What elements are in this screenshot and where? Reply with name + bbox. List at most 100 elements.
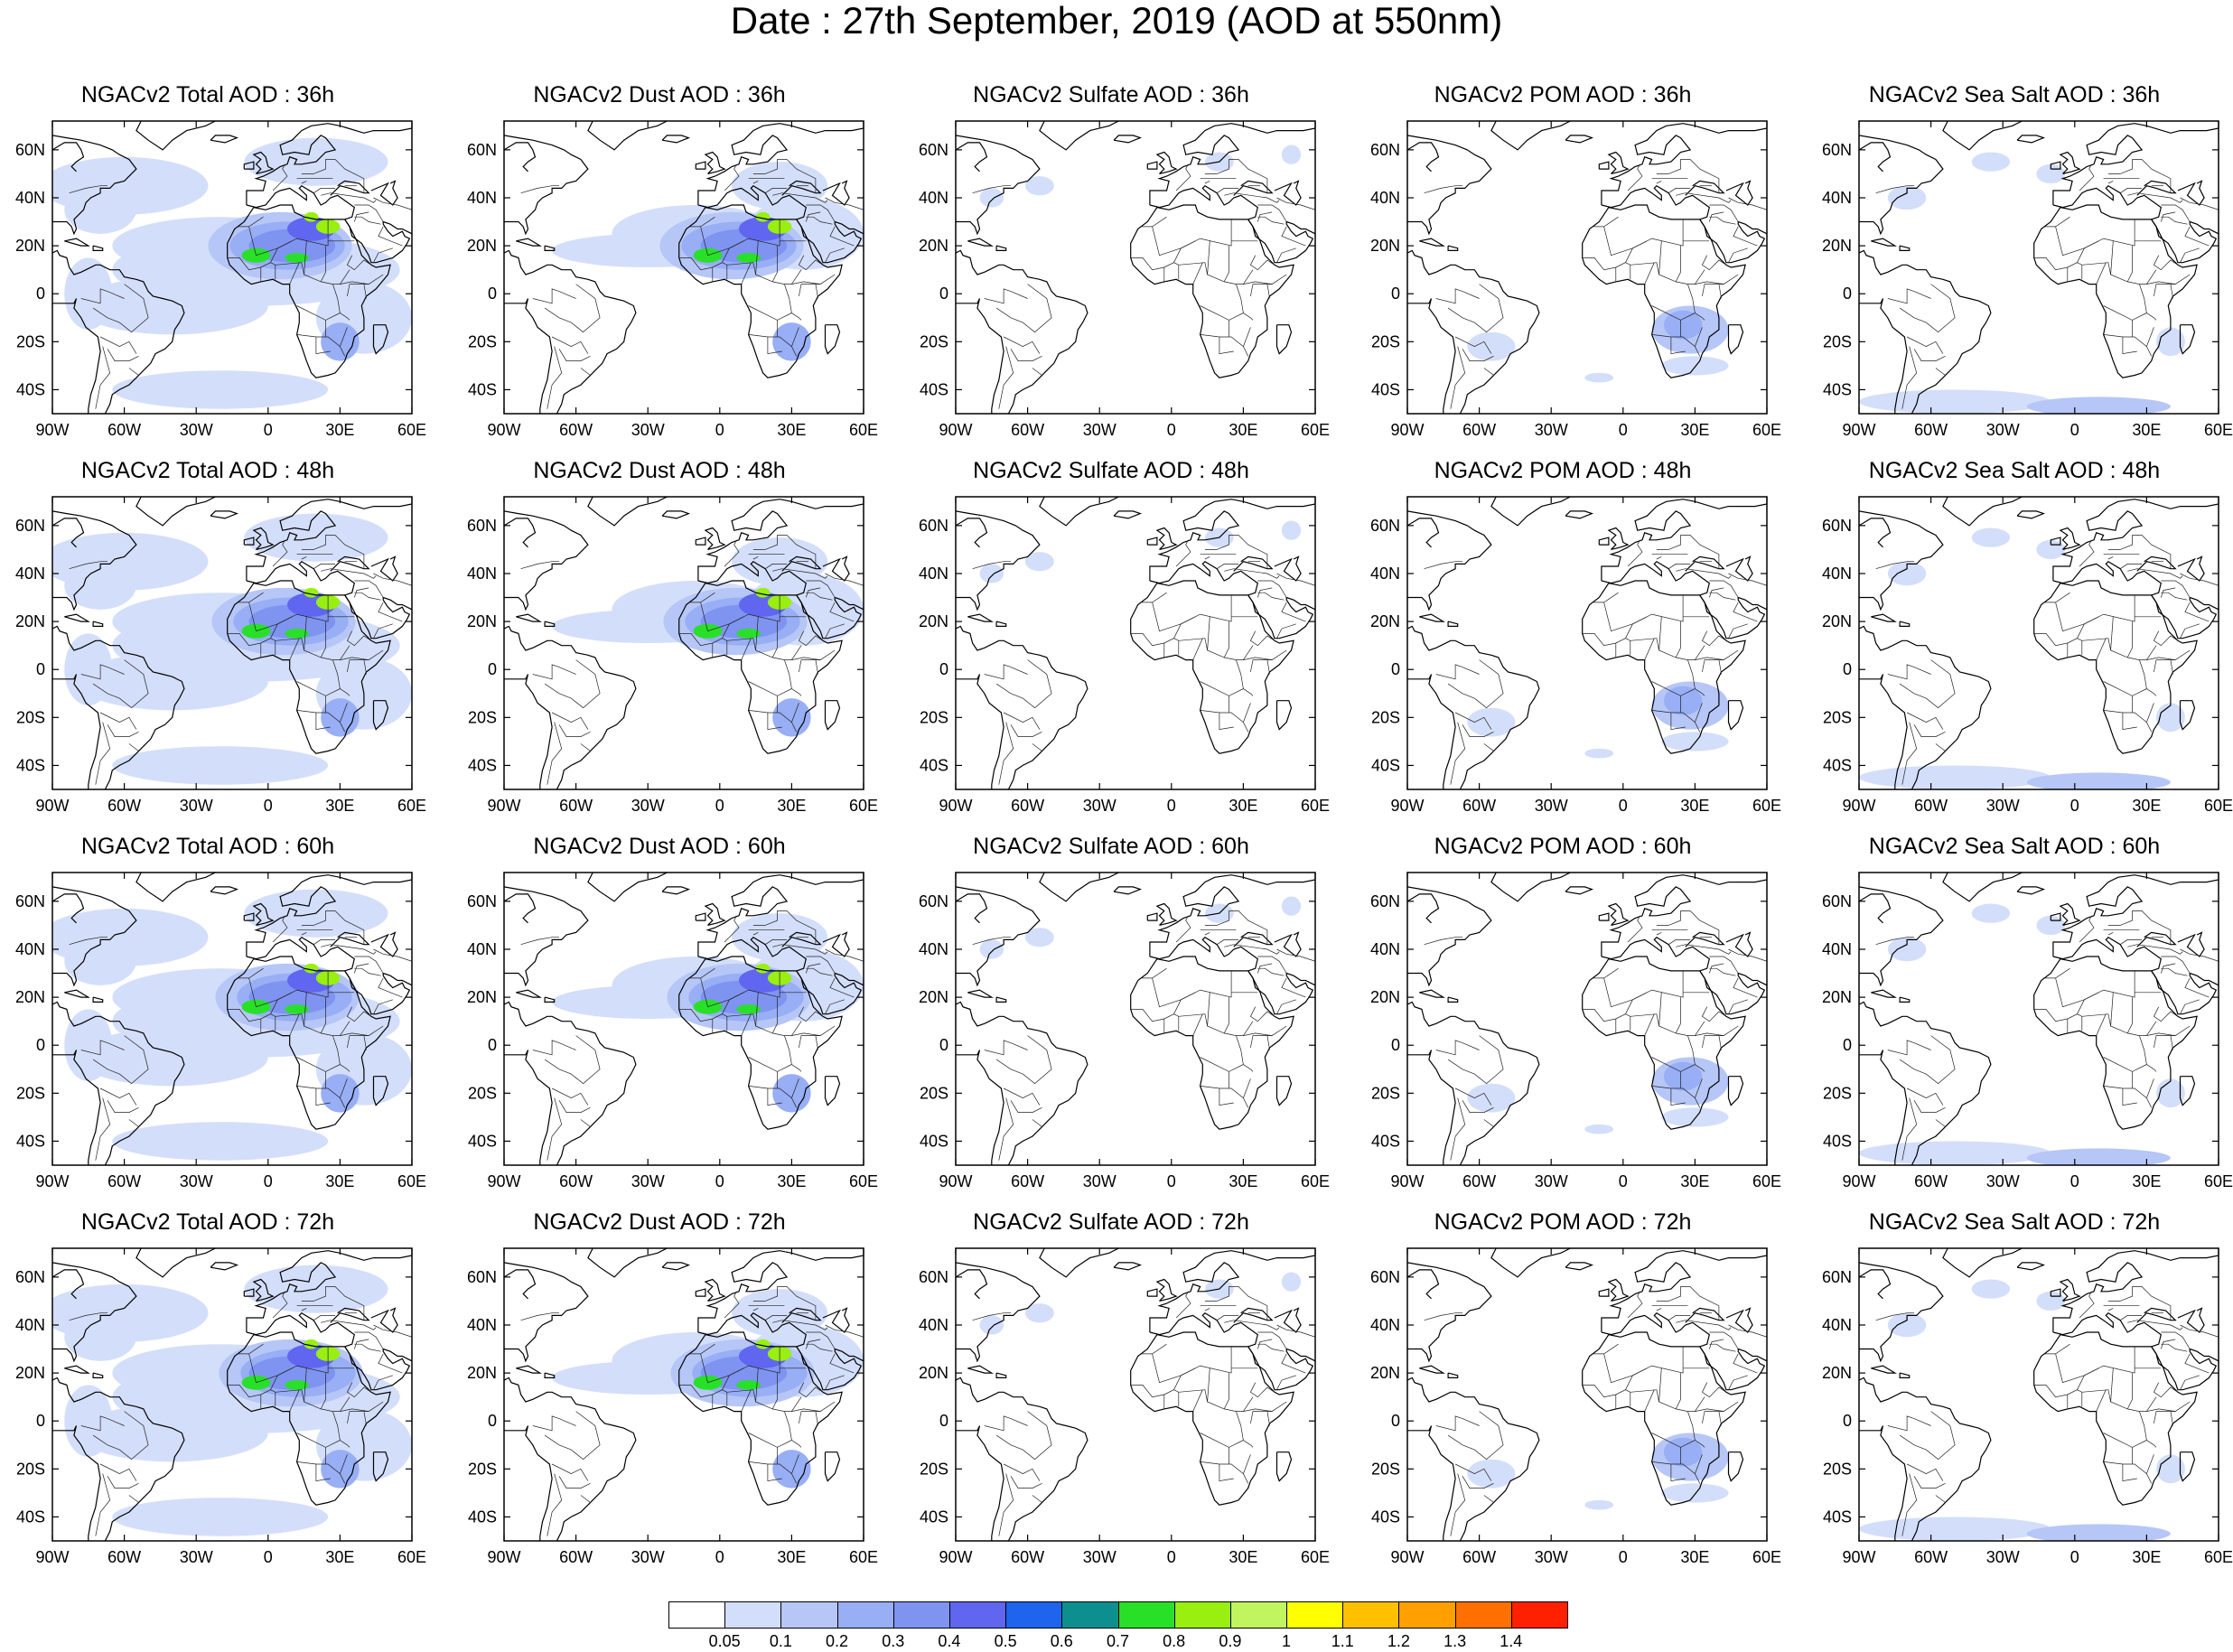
country-border	[1658, 616, 1662, 651]
coastline	[1859, 298, 1908, 414]
country-border	[1200, 334, 1249, 357]
lon-tick-label: 30E	[1680, 1548, 1709, 1566]
country-border	[791, 1078, 799, 1098]
country-border	[1454, 1463, 1492, 1481]
country-border	[1718, 1411, 1722, 1426]
aod-plume	[64, 185, 136, 234]
country-border	[765, 939, 788, 945]
lon-tick-label: 30W	[1083, 797, 1116, 815]
colorbar-label: 0.7	[1106, 1632, 1130, 1650]
country-border	[1483, 743, 1494, 751]
map-panel-seasalt-row-4: NGACv2 Sea Salt AOD : 72h 90W 60W 30W 0 30E 60…	[1807, 1209, 2233, 1584]
country-border	[1733, 1353, 1758, 1374]
lon-tick-label: 60E	[1301, 1548, 1330, 1566]
coastline	[822, 555, 850, 582]
lat-tick-label: 60N	[467, 1268, 497, 1286]
country-border	[1658, 1367, 1662, 1403]
coastline	[995, 621, 1007, 627]
coastline	[92, 1372, 104, 1378]
country-border	[984, 1040, 1028, 1056]
coastline	[1447, 621, 1459, 627]
country-border	[748, 681, 792, 696]
country-border	[378, 602, 403, 622]
country-border	[128, 1119, 139, 1127]
country-border	[1627, 539, 1643, 567]
aod-map: 90W 60W 30W 0 30E 60E 60N 40N 20N 0 20S 40S	[467, 1247, 878, 1566]
aod-map: 90W 60W 30W 0 30E 60E 60N 40N 20N 0 20S 40S	[1370, 120, 1781, 439]
lon-tick-label: 30E	[1680, 1172, 1709, 1190]
coastline	[1130, 204, 1294, 378]
lon-tick-label: 30E	[2132, 797, 2161, 815]
coastline	[1565, 886, 1594, 895]
country-border	[2096, 1389, 2107, 1412]
country-border	[2160, 587, 2176, 598]
country-border	[1140, 216, 1167, 228]
country-border	[2161, 592, 2188, 601]
map-frame	[1858, 496, 2219, 790]
coastline	[2052, 874, 2219, 957]
country-border	[107, 349, 139, 361]
country-border	[2110, 616, 2114, 651]
coastline	[1565, 135, 1594, 144]
lat-tick-label: 20S	[920, 332, 948, 350]
lon-tick-label: 60E	[849, 1548, 878, 1566]
lon-tick-label: 90W	[487, 421, 520, 439]
coastline	[697, 1311, 807, 1348]
country-border	[724, 539, 740, 567]
country-border	[227, 633, 384, 660]
country-border	[2055, 970, 2135, 1008]
lat-tick-label: 0	[1843, 1036, 1852, 1054]
map-panel-seasalt-row-1: NGACv2 Sea Salt AOD : 36h 90W 60W 30W 0 30E 60…	[1807, 81, 2233, 457]
coastline	[1233, 180, 1274, 196]
aod-map: 90W 60W 30W 0 30E 60E 60N 40N 20N 0 20S 40S	[1370, 496, 1781, 815]
lat-tick-label: 40N	[1370, 940, 1400, 958]
lat-tick-label: 60N	[467, 141, 497, 159]
aod-plume	[112, 746, 329, 785]
coastline	[1407, 135, 1492, 236]
country-border	[1935, 1119, 1946, 1127]
lon-tick-label: 30E	[325, 421, 354, 439]
country-border	[2180, 999, 2200, 1014]
coastline	[2052, 499, 2219, 581]
coastline	[1149, 1250, 1315, 1332]
country-border	[95, 1097, 111, 1161]
country-border	[1701, 630, 1727, 647]
coastline	[1155, 527, 1178, 550]
country-border	[799, 284, 821, 296]
lon-tick-label: 60E	[849, 421, 878, 439]
aod-plume	[1971, 1279, 2011, 1299]
coastline	[2033, 204, 2198, 378]
lon-tick-label: 60W	[1914, 797, 1948, 815]
coastline	[1859, 1425, 1908, 1541]
country-border	[1709, 592, 1736, 601]
lat-tick-label: 40N	[1370, 565, 1400, 583]
lat-tick-label: 20N	[1822, 237, 1852, 255]
coastline	[2050, 537, 2061, 546]
coastline	[210, 135, 239, 144]
country-border	[354, 216, 381, 225]
lat-tick-label: 60N	[1822, 517, 1852, 535]
country-border	[741, 1389, 752, 1412]
aod-map: 90W 60W 30W 0 30E 60E 60N 40N 20N 0 20S 40S	[15, 496, 426, 815]
country-border	[315, 1088, 331, 1106]
lon-tick-label: 60E	[397, 421, 426, 439]
coastline	[697, 123, 864, 205]
coastline	[370, 180, 398, 206]
country-border	[1454, 1087, 1492, 1106]
aod-plume	[1859, 389, 2051, 414]
country-border	[815, 1035, 818, 1050]
coastline	[1871, 989, 1897, 998]
coastline	[1699, 219, 1767, 264]
coastline	[1039, 1248, 1119, 1278]
aod-plume	[1467, 1459, 1516, 1489]
lon-tick-label: 30E	[325, 1548, 354, 1566]
coastline	[1407, 1377, 1540, 1541]
country-border	[2103, 681, 2147, 696]
country-border	[2110, 992, 2114, 1027]
lon-tick-label: 60E	[849, 797, 878, 815]
lon-tick-label: 30E	[2132, 1548, 2161, 1566]
coastline	[1407, 674, 1456, 789]
country-border	[353, 963, 369, 974]
coastline	[246, 874, 412, 957]
country-border	[2154, 1411, 2176, 1423]
